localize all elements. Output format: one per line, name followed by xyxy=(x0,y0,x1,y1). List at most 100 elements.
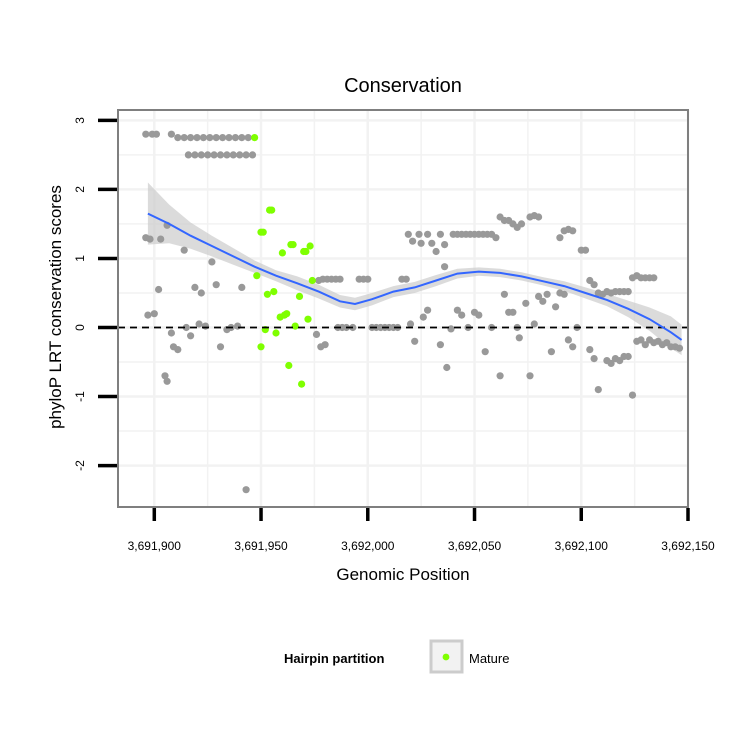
data-point-other xyxy=(142,130,150,138)
data-point-mature xyxy=(295,292,304,300)
data-point-other xyxy=(193,134,201,142)
data-point-other xyxy=(535,292,543,300)
data-point-other xyxy=(424,306,432,314)
data-point-other xyxy=(624,352,632,361)
data-point-other xyxy=(650,274,658,282)
y-tick-label: 0 xyxy=(73,324,87,331)
data-point-other xyxy=(590,281,598,289)
data-point-mature xyxy=(298,380,306,388)
data-point-other xyxy=(453,306,461,314)
x-tick-label: 3,692,000 xyxy=(341,539,395,553)
data-point-other xyxy=(187,134,195,142)
data-point-other xyxy=(223,151,231,159)
data-point-mature xyxy=(263,290,271,298)
data-point-other xyxy=(628,391,637,399)
data-point-other xyxy=(522,299,530,307)
data-point-other xyxy=(509,308,517,316)
data-point-other xyxy=(212,134,220,142)
data-point-other xyxy=(543,290,551,298)
y-tick-label: 1 xyxy=(73,255,87,262)
data-point-mature xyxy=(304,315,312,323)
panel-background xyxy=(118,110,688,507)
data-point-mature xyxy=(278,249,286,257)
data-point-other xyxy=(182,323,190,332)
y-tick-label: -1 xyxy=(73,391,87,402)
data-point-mature xyxy=(289,241,297,249)
data-point-other xyxy=(535,213,543,221)
data-point-other xyxy=(238,283,246,291)
data-point-other xyxy=(155,285,163,294)
data-point-other xyxy=(161,372,169,380)
data-point-other xyxy=(244,134,252,142)
data-point-other xyxy=(560,290,568,298)
data-point-other xyxy=(364,275,372,283)
data-point-other xyxy=(201,322,210,330)
data-point-mature xyxy=(257,343,265,351)
data-point-other xyxy=(481,348,489,356)
data-point-other xyxy=(539,297,547,305)
data-point-other xyxy=(590,355,598,363)
data-point-other xyxy=(219,134,227,142)
data-point-other xyxy=(234,322,242,330)
data-point-other xyxy=(180,134,188,142)
y-tick-label: 2 xyxy=(73,186,87,193)
data-point-other xyxy=(144,311,152,319)
data-point-other xyxy=(199,134,207,142)
data-point-mature xyxy=(270,288,278,296)
data-point-other xyxy=(187,332,195,340)
legend-title: Hairpin partition xyxy=(284,651,384,666)
plot-area: 3,691,900 3,691,950 3,692,000 3,692,050 3,69… xyxy=(73,109,715,553)
x-tick-label: 3,692,050 xyxy=(448,539,502,553)
data-point-other xyxy=(500,290,508,298)
data-point-other xyxy=(236,151,244,159)
data-point-other xyxy=(163,377,171,385)
y-tick-label: 3 xyxy=(73,117,87,124)
x-axis-label: Genomic Position xyxy=(336,565,469,584)
data-point-other xyxy=(242,486,250,494)
x-tick-label: 3,692,150 xyxy=(661,539,715,553)
data-point-other xyxy=(492,234,500,242)
y-tick-label: -2 xyxy=(73,460,87,471)
data-point-other xyxy=(242,151,250,159)
panel-border xyxy=(117,109,689,508)
data-point-mature xyxy=(251,134,259,142)
data-point-other xyxy=(526,372,534,380)
data-point-other xyxy=(406,320,415,328)
legend-key xyxy=(429,639,464,674)
data-point-other xyxy=(204,151,212,159)
legend: Hairpin partition Mature xyxy=(284,639,509,674)
data-point-other xyxy=(556,234,564,242)
data-point-other xyxy=(150,310,158,318)
data-point-other xyxy=(210,151,218,159)
data-point-other xyxy=(515,334,523,342)
data-point-mature xyxy=(306,242,314,250)
data-point-other xyxy=(248,151,257,159)
data-point-other xyxy=(441,263,449,271)
data-point-other xyxy=(436,341,444,349)
data-point-other xyxy=(191,283,199,291)
data-point-other xyxy=(458,311,466,319)
data-point-other xyxy=(607,359,615,367)
data-point-mature xyxy=(308,276,316,285)
data-point-other xyxy=(174,346,182,354)
data-point-mature xyxy=(272,329,280,337)
data-point-other xyxy=(581,246,590,254)
data-point-other xyxy=(216,151,225,159)
data-point-other xyxy=(197,151,205,159)
data-point-other xyxy=(436,230,444,238)
data-point-other xyxy=(321,341,329,349)
data-point-other xyxy=(180,246,188,254)
data-point-other xyxy=(432,247,440,256)
data-point-other xyxy=(238,134,246,142)
data-point-mature xyxy=(259,228,267,236)
data-point-other xyxy=(443,363,451,372)
data-point-other xyxy=(547,348,556,356)
data-point-other xyxy=(594,386,602,394)
data-point-other xyxy=(312,330,321,338)
data-point-other xyxy=(637,336,645,344)
x-tick-label: 3,691,900 xyxy=(128,539,182,553)
data-point-other xyxy=(675,344,684,352)
legend-key-mature-dot xyxy=(442,653,450,661)
x-tick-label: 3,691,950 xyxy=(234,539,288,553)
